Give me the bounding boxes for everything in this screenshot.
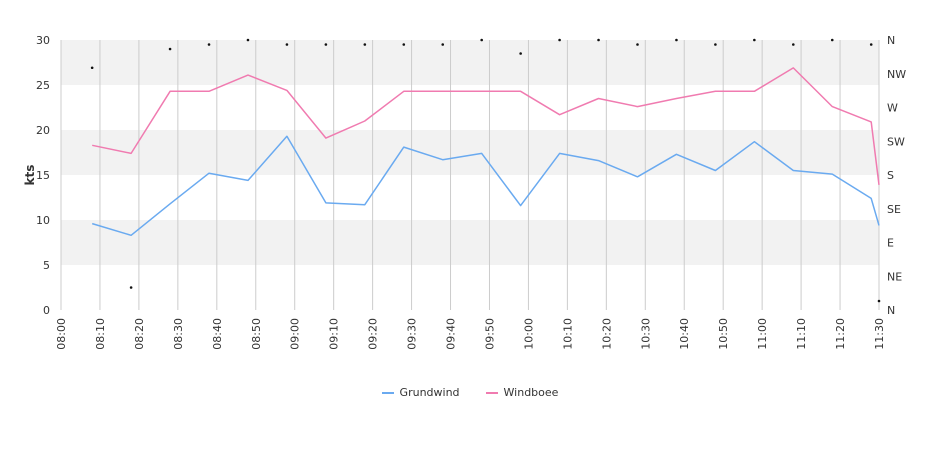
- x-tick-label: 10:50: [717, 318, 730, 350]
- y-tick-label: 20: [36, 124, 50, 137]
- direction-marker: [558, 38, 561, 42]
- legend-item[interactable]: Windboee: [485, 386, 559, 399]
- x-tick-label: 10:20: [600, 318, 613, 350]
- y-tick-label: 30: [36, 34, 50, 47]
- direction-tick-label: E: [887, 237, 894, 250]
- legend-swatch: [485, 391, 498, 394]
- y-tick-label: 10: [36, 214, 50, 227]
- direction-marker: [877, 299, 881, 303]
- x-tick-label: 09:50: [483, 318, 496, 350]
- x-axis-ticks: 08:00 08:10 08:20 08:30 08:40 08:50 09:00 09:10…: [55, 318, 886, 350]
- direction-marker: [753, 38, 756, 42]
- direction-marker: [90, 66, 94, 70]
- direction-marker: [480, 38, 483, 42]
- direction-markers: [90, 38, 881, 303]
- direction-marker: [168, 47, 172, 51]
- direction-marker: [519, 52, 522, 55]
- x-tick-label: 11:10: [795, 318, 808, 350]
- direction-marker: [324, 43, 328, 46]
- background-band: [61, 130, 879, 175]
- x-tick-label: 08:10: [94, 318, 107, 350]
- direction-marker: [636, 43, 639, 46]
- y-tick-label: 25: [36, 79, 50, 92]
- direction-marker: [792, 43, 795, 46]
- x-tick-label: 11:00: [756, 318, 769, 350]
- background-bands: [61, 40, 879, 310]
- y-tick-label: 5: [43, 259, 50, 272]
- x-tick-label: 11:30: [873, 318, 886, 350]
- x-tick-label: 09:40: [445, 318, 458, 350]
- direction-tick-label: N: [887, 34, 895, 47]
- legend-label: Windboee: [503, 386, 559, 399]
- x-tick-label: 08:30: [172, 318, 185, 350]
- direction-marker: [597, 38, 600, 42]
- x-tick-label: 08:00: [55, 318, 68, 350]
- background-band: [61, 85, 879, 130]
- direction-tick-label: NW: [887, 68, 906, 81]
- direction-tick-label: W: [887, 102, 898, 115]
- x-tick-label: 10:30: [639, 318, 652, 350]
- direction-tick-label: SE: [887, 203, 901, 216]
- direction-marker: [129, 286, 133, 289]
- y-axis-ticks: 0 5 10 15 20 25 30: [36, 34, 50, 317]
- direction-marker: [830, 38, 834, 42]
- x-tick-label: 10:40: [678, 318, 691, 350]
- series-line-windboee: [92, 67, 880, 185]
- direction-marker: [714, 43, 717, 46]
- legend-item[interactable]: Grundwind: [381, 386, 460, 399]
- x-tick-label: 08:20: [133, 318, 146, 350]
- direction-tick-label: NE: [887, 270, 902, 283]
- direction-marker: [363, 43, 367, 46]
- direction-tick-label: S: [887, 169, 894, 182]
- x-tick-label: 10:00: [522, 318, 535, 350]
- x-tick-label: 09:20: [367, 318, 380, 350]
- background-band: [61, 175, 879, 220]
- x-gridlines: [60, 40, 880, 310]
- y-tick-label: 15: [36, 169, 50, 182]
- background-band: [61, 265, 879, 310]
- direction-marker: [402, 43, 406, 46]
- series-line-grundwind: [91, 135, 880, 237]
- direction-marker: [869, 43, 873, 46]
- legend-swatch: [381, 391, 394, 394]
- background-band: [61, 40, 879, 85]
- x-tick-label: 09:00: [289, 318, 302, 350]
- direction-marker: [246, 38, 250, 42]
- y-tick-label: 0: [43, 304, 50, 317]
- x-tick-label: 10:10: [561, 318, 574, 350]
- direction-tick-label: SW: [887, 135, 905, 148]
- direction-axis-ticks: N NE E SE S SW W NW N: [887, 34, 906, 317]
- direction-tick-label: N: [887, 304, 895, 317]
- x-tick-label: 11:20: [834, 318, 847, 350]
- direction-marker: [285, 43, 289, 46]
- direction-marker: [441, 43, 445, 46]
- x-tick-label: 08:40: [211, 318, 224, 350]
- legend: Grundwind Windboee: [0, 386, 940, 399]
- x-tick-label: 08:50: [250, 318, 263, 350]
- series-lines: [91, 67, 880, 237]
- x-tick-label: 09:10: [328, 318, 341, 350]
- x-tick-label: 09:30: [406, 318, 419, 350]
- background-band: [61, 220, 879, 265]
- legend-label: Grundwind: [399, 386, 460, 399]
- direction-marker: [207, 43, 211, 46]
- direction-marker: [675, 38, 678, 42]
- y-axis-title: kts: [23, 165, 37, 186]
